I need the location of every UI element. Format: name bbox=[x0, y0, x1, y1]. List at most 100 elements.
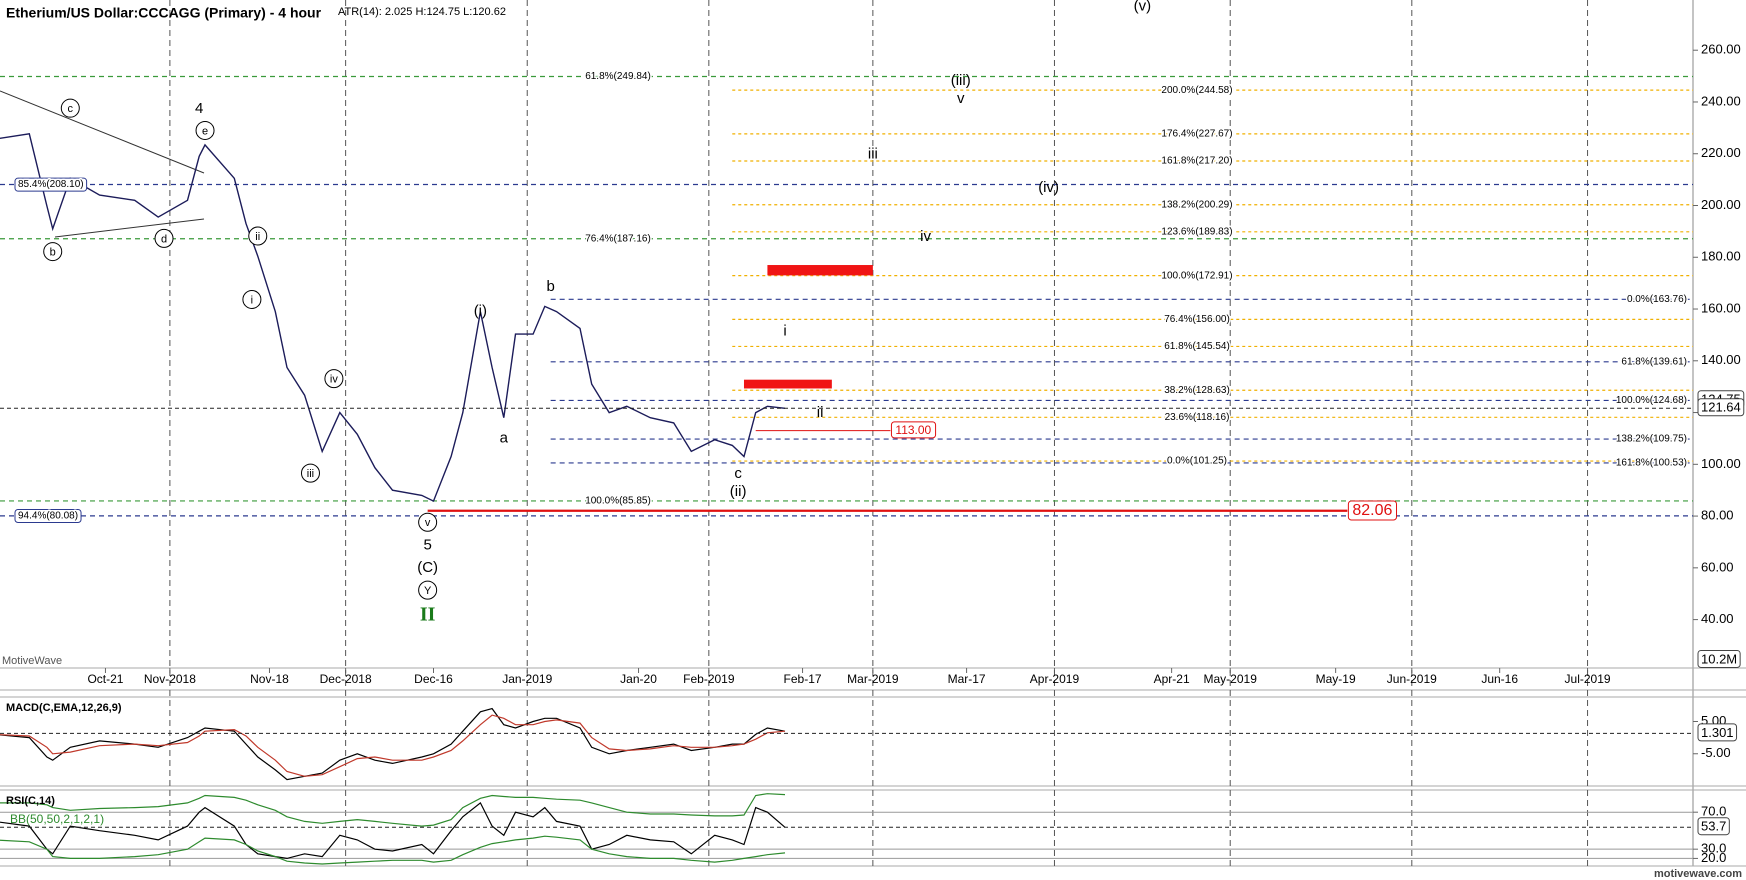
wave-label: (i) bbox=[474, 303, 487, 320]
target-zone bbox=[767, 265, 873, 276]
wave-label: (v) bbox=[1134, 0, 1152, 15]
current-label: 53.7 bbox=[1701, 819, 1726, 834]
wave-label: v bbox=[425, 517, 431, 529]
fib-label: 100.0%(172.91) bbox=[1161, 270, 1232, 281]
label-box bbox=[1697, 649, 1741, 668]
fib-label: 138.2%(109.75) bbox=[1616, 434, 1687, 445]
y-tick-label: 220.00 bbox=[1701, 145, 1741, 160]
x-tick-label: Jan-20 bbox=[620, 672, 657, 686]
x-tick-label: Jul-2019 bbox=[1565, 672, 1611, 686]
series-line bbox=[0, 793, 786, 827]
fib-label: 61.8%(249.84) bbox=[585, 71, 651, 82]
wave-label: c bbox=[68, 103, 74, 115]
fib-label: 176.4%(227.67) bbox=[1161, 129, 1232, 140]
support-label: 113.00 bbox=[895, 423, 931, 437]
x-tick-label: Jun-16 bbox=[1481, 672, 1518, 686]
fib-label: 0.0%(163.76) bbox=[1627, 294, 1687, 305]
x-tick-label: Jun-2019 bbox=[1387, 672, 1437, 686]
y-tick-label: 200.00 bbox=[1701, 197, 1741, 212]
bb-title: BB(50,50,2,1,2,1) bbox=[10, 812, 104, 826]
support-label: 82.06 bbox=[1352, 502, 1392, 519]
x-tick-label: Mar-17 bbox=[948, 672, 986, 686]
wave-label: 4 bbox=[195, 100, 203, 117]
wave-label: (ii) bbox=[730, 483, 747, 500]
y-tick-label: 30.0 bbox=[1701, 841, 1726, 856]
wave-label: (iii) bbox=[951, 72, 971, 89]
fib-label: 76.4%(156.00) bbox=[1164, 314, 1230, 325]
fib-label: 100.0%(124.68) bbox=[1616, 395, 1687, 406]
main-layer bbox=[0, 75, 1693, 865]
watermark: MotiveWave bbox=[2, 655, 62, 667]
triangle-line bbox=[0, 90, 205, 174]
fib-label: 94.4%(80.08) bbox=[18, 511, 78, 522]
wave-label: c bbox=[734, 465, 742, 482]
wave-circle bbox=[60, 98, 80, 118]
y-tick-label: 20.0 bbox=[1701, 850, 1726, 865]
series-line bbox=[0, 133, 786, 503]
y-tick-label: 60.00 bbox=[1701, 559, 1734, 574]
wave-label: e bbox=[202, 125, 208, 137]
wave-label: b bbox=[546, 278, 554, 295]
x-tick-label: Mar-2019 bbox=[847, 672, 899, 686]
wave-label: II bbox=[420, 603, 436, 625]
wave-label: (iv) bbox=[1038, 179, 1059, 196]
series-line bbox=[0, 835, 786, 865]
wave-circle bbox=[418, 580, 438, 600]
current-label: 121.64 bbox=[1701, 400, 1741, 415]
wave-label: d bbox=[161, 233, 167, 245]
y-tick-label: 260.00 bbox=[1701, 42, 1741, 57]
wave-label: iii bbox=[868, 146, 878, 163]
series-line bbox=[0, 707, 786, 781]
current-label: 1.301 bbox=[1701, 725, 1734, 740]
label-box bbox=[890, 421, 937, 439]
label-box bbox=[1697, 817, 1730, 836]
fib-label: 161.8%(217.20) bbox=[1161, 156, 1232, 167]
wave-label: 5 bbox=[423, 537, 431, 554]
wave-label: iii bbox=[307, 468, 314, 480]
wave-circle bbox=[195, 120, 215, 140]
x-tick-label: Nov-2018 bbox=[144, 672, 196, 686]
fib-label: 61.8%(145.54) bbox=[1164, 341, 1230, 352]
fib-label: 200.0%(244.58) bbox=[1161, 85, 1232, 96]
volume-label: 10.2M bbox=[1701, 651, 1737, 666]
target-zone bbox=[743, 379, 832, 389]
fib-label: 61.8%(139.61) bbox=[1621, 356, 1687, 367]
wave-label: ii bbox=[255, 231, 260, 243]
macd-title: MACD(C,EMA,12,26,9) bbox=[6, 702, 122, 714]
wave-label: iv bbox=[330, 374, 338, 386]
y-tick-label: 140.00 bbox=[1701, 352, 1741, 367]
y-tick-label: 180.00 bbox=[1701, 249, 1741, 264]
wave-label: v bbox=[957, 90, 965, 107]
wave-label: b bbox=[50, 246, 56, 258]
x-tick-label: Oct-21 bbox=[87, 672, 123, 686]
fib-label: 76.4%(187.16) bbox=[585, 233, 651, 244]
wave-circle bbox=[248, 226, 268, 246]
indicator-info: ATR(14): 2.025 H:124.75 L:120.62 bbox=[338, 6, 506, 18]
y-tick-label: 40.00 bbox=[1701, 611, 1734, 626]
wave-circle bbox=[154, 228, 174, 248]
y-tick-label: 240.00 bbox=[1701, 93, 1741, 108]
fib-label: 0.0%(101.25) bbox=[1167, 456, 1227, 467]
fib-label: 23.6%(118.16) bbox=[1165, 412, 1230, 423]
x-tick-label: Apr-2019 bbox=[1030, 672, 1080, 686]
series-line bbox=[0, 801, 786, 860]
wave-label: iv bbox=[920, 228, 931, 245]
x-tick-label: Feb-17 bbox=[784, 672, 822, 686]
wave-circle bbox=[418, 512, 438, 532]
fib-label: 161.8%(100.53) bbox=[1616, 458, 1687, 469]
label-box bbox=[1347, 500, 1398, 521]
x-tick-label: May-2019 bbox=[1204, 672, 1258, 686]
wave-circle bbox=[300, 463, 320, 483]
y-tick-label: 70.0 bbox=[1701, 804, 1726, 819]
chart-title: Etherium/US Dollar:CCCAGG (Primary) - 4 … bbox=[6, 5, 322, 21]
y-tick-label: 160.00 bbox=[1701, 300, 1741, 315]
fib-label: 123.6%(189.83) bbox=[1161, 226, 1232, 237]
x-tick-label: Feb-2019 bbox=[683, 672, 735, 686]
wave-circle bbox=[43, 242, 63, 262]
fib-label: 38.2%(128.63) bbox=[1164, 385, 1230, 396]
x-tick-label: Jan-2019 bbox=[502, 672, 552, 686]
x-tick-label: May-19 bbox=[1316, 672, 1356, 686]
